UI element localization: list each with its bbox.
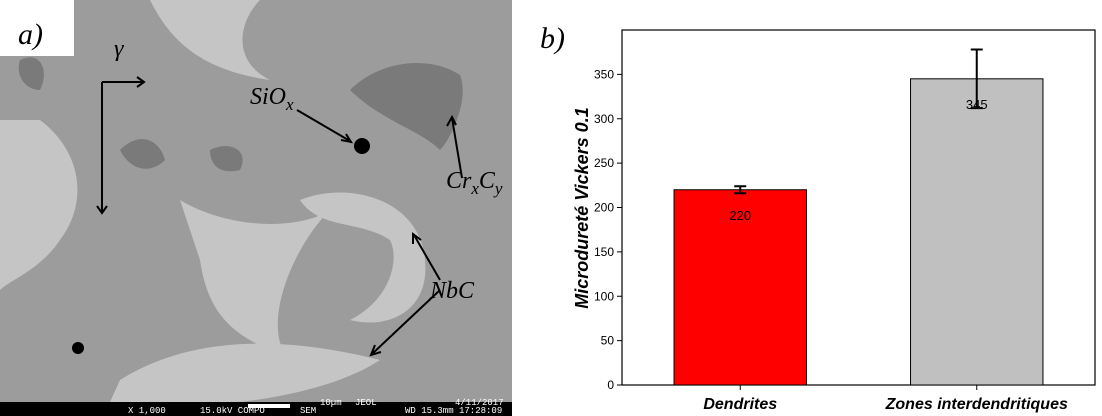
y-tick-label: 150 [594,245,614,259]
info-text: WD 15.3mm 17:28:09 [405,406,502,416]
y-tick-label: 300 [594,112,614,126]
info-text: 4/11/2017 [455,398,504,408]
phase-label: SiOx [250,84,294,114]
error-bar [734,185,747,195]
y-tick-label: 100 [594,289,614,303]
phase-label: γ [114,36,124,62]
value-label: 345 [966,97,988,112]
y-tick-label: 250 [594,156,614,170]
y-tick-label: 50 [601,334,615,348]
y-axis-label: Microdureté Vickers 0.1 [572,107,592,308]
info-bar [0,402,512,416]
y-tick-label: 0 [607,378,614,392]
carbide-region [18,57,463,172]
oxide-particle [354,138,370,154]
info-text: X 1,000 [128,406,166,416]
panel-label-box [0,0,74,56]
y-tick-label: 350 [594,67,614,81]
bar [673,189,807,386]
panel-label: b) [540,22,565,55]
phase-label: NbC [429,278,475,304]
x-tick-label: Zones interdendritiques [885,396,1068,413]
oxide-particle [72,342,84,354]
info-text: 15.0kV COMPO [200,406,265,416]
arrows [96,76,463,357]
panel-label: a) [18,18,43,51]
x-tick-label: Dendrites [703,396,777,413]
info-text: SEM [300,406,316,416]
info-text: 10µm [320,398,342,408]
y-tick-label: 200 [594,201,614,215]
info-text: JEOL [355,398,377,408]
error-bar [970,48,983,110]
phase-label: CrxCy [446,168,503,198]
scale-bar [248,404,290,408]
micrograph: X 1,000 15.0kV COMPO SEM 10µm JEOL 4/11/… [0,0,512,416]
bar [910,78,1044,386]
value-label: 220 [729,208,751,223]
nbc-region [0,0,426,402]
